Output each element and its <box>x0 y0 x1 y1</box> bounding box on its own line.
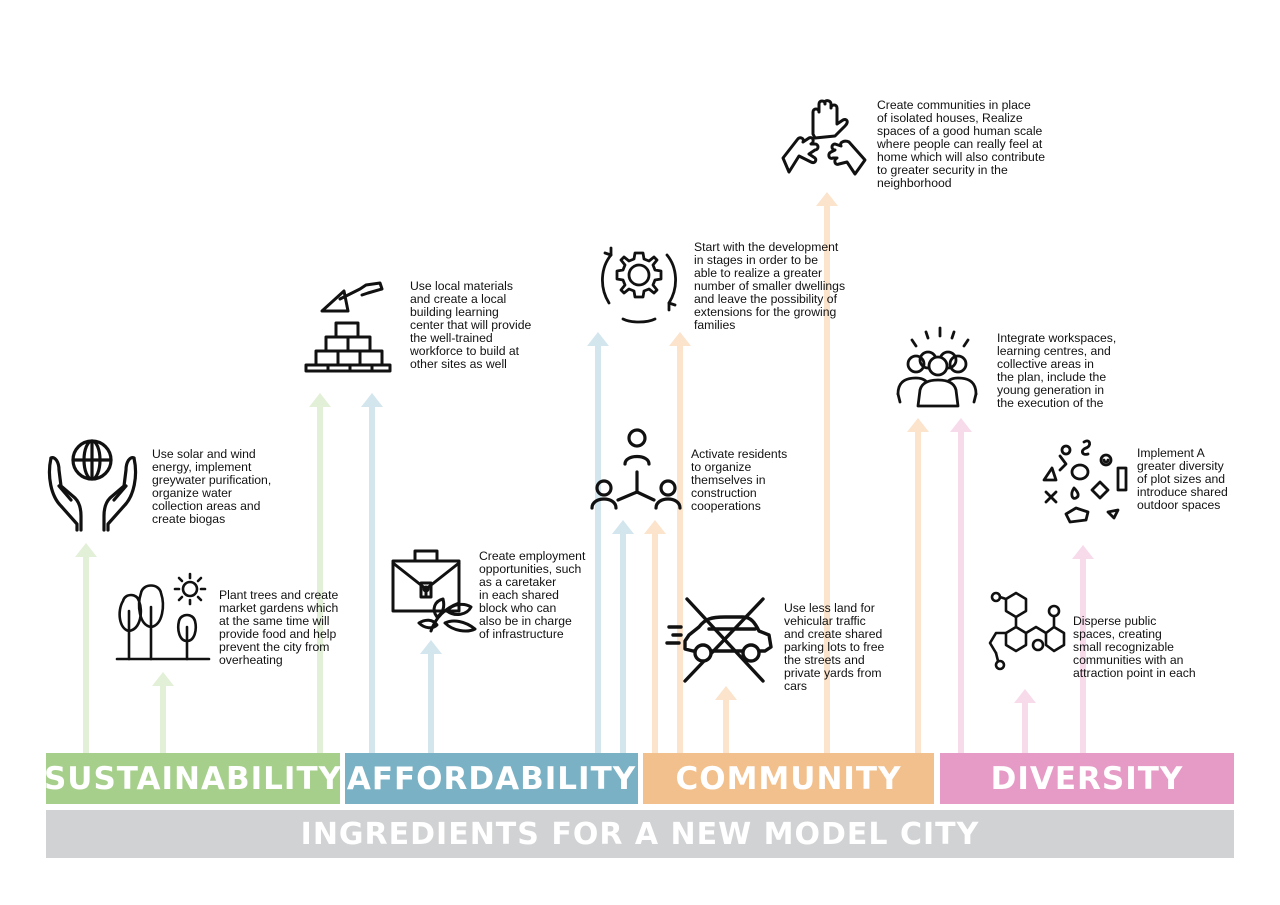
text-public: Disperse public spaces, creating small r… <box>1073 614 1196 680</box>
trees-sun-icon <box>115 571 211 663</box>
text-workspaces: Integrate workspaces, learning centres, … <box>997 331 1117 410</box>
briefcase-leaf-icon <box>391 549 479 633</box>
text-communities: Create communities in place of isolated … <box>877 98 1045 190</box>
arrow-land <box>715 686 737 753</box>
text-trees: Plant trees and create market gardens wh… <box>219 588 339 667</box>
arrow-stages-orange <box>669 332 691 753</box>
arrow-employment <box>420 640 442 753</box>
arrow-trees <box>152 672 174 753</box>
arrow-workspaces-orange <box>907 418 929 753</box>
trowel-bricks-icon <box>304 281 392 373</box>
text-materials: Use local materials and create a local b… <box>410 279 532 371</box>
category-sustainability: SUSTAINABILITY <box>44 753 341 804</box>
text-solar: Use solar and wind energy, implement gre… <box>152 447 272 526</box>
shapes-icon <box>1040 436 1132 532</box>
arrow-public <box>1014 689 1036 753</box>
people-network-icon <box>588 428 686 510</box>
crossed-car-icon <box>665 597 775 683</box>
text-employment: Create employment opportunities, such as… <box>479 549 586 641</box>
molecule-icon <box>988 591 1068 677</box>
arrow-stages-blue <box>587 332 609 753</box>
text-stages: Start with the development in stages in … <box>694 240 846 332</box>
arrow-residents-blue <box>612 520 634 753</box>
gear-cycle-icon <box>593 235 685 327</box>
crowd-icon <box>896 326 978 408</box>
category-community: COMMUNITY <box>643 753 934 804</box>
category-diversity: DIVERSITY <box>940 753 1234 804</box>
footer-title: INGREDIENTS FOR A NEW MODEL CITY <box>46 810 1234 858</box>
hands-globe-icon <box>45 436 140 532</box>
text-land: Use less land for vehicular traffic and … <box>784 601 885 693</box>
arrow-materials-blue <box>361 393 383 753</box>
arrow-solar <box>75 543 97 753</box>
arrow-workspaces-pink <box>950 418 972 753</box>
category-affordability: AFFORDABILITY <box>345 753 638 804</box>
three-hands-icon <box>779 99 869 180</box>
arrow-materials-green <box>309 393 331 753</box>
text-residents: Activate residents to organize themselve… <box>691 447 788 513</box>
arrow-residents-orange <box>644 520 666 753</box>
text-plots: Implement A greater diversity of plot si… <box>1137 446 1228 512</box>
